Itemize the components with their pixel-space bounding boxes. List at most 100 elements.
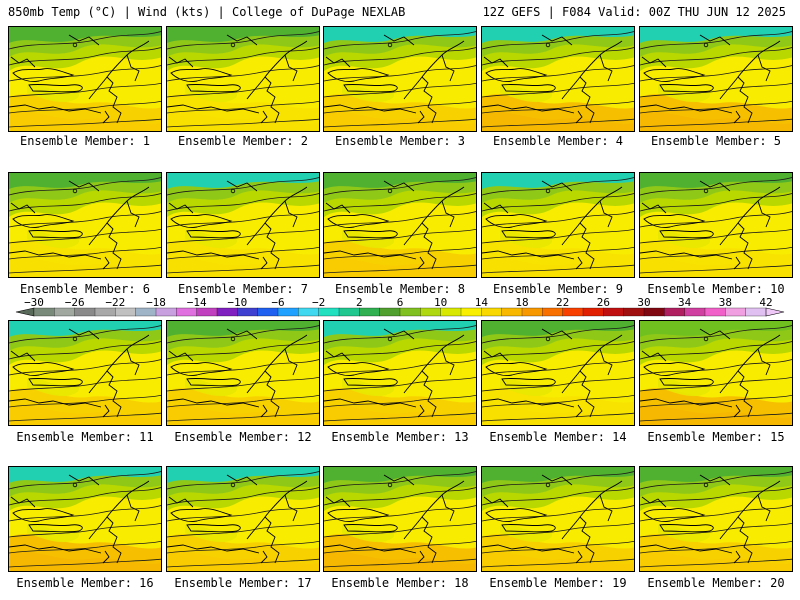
colorbar-swatch <box>277 307 299 317</box>
colorbar-tick-label: −6 <box>271 296 284 309</box>
colorbar-tick-label: −30 <box>24 296 44 309</box>
ensemble-member-caption-3: Ensemble Member: 3 <box>334 134 466 148</box>
ensemble-member-map-13 <box>323 320 477 426</box>
ensemble-member-map-18 <box>323 466 477 572</box>
colorbar-swatch <box>216 307 238 317</box>
ensemble-member-caption-5: Ensemble Member: 5 <box>650 134 782 148</box>
ensemble-member-caption-19: Ensemble Member: 19 <box>489 576 627 590</box>
ensemble-member-caption-7: Ensemble Member: 7 <box>177 282 309 296</box>
colorbar-tick-label: −14 <box>187 296 207 309</box>
colorbar-min-arrow <box>15 307 35 317</box>
colorbar-tick-label: −10 <box>227 296 247 309</box>
colorbar-tick-label: 14 <box>475 296 489 309</box>
ensemble-member-caption-20: Ensemble Member: 20 <box>647 576 785 590</box>
colorbar-swatch <box>745 307 767 317</box>
colorbar-swatch <box>542 307 564 317</box>
colorbar-swatch <box>399 307 421 317</box>
ensemble-member-map-19 <box>481 466 635 572</box>
colorbar-swatch <box>338 307 360 317</box>
model-valid-time: 12Z GEFS | F084 Valid: 00Z THU JUN 12 20… <box>482 5 786 19</box>
colorbar-swatch <box>725 307 747 317</box>
colorbar-swatch <box>562 307 584 317</box>
ensemble-member-caption-12: Ensemble Member: 12 <box>174 430 312 444</box>
ensemble-member-caption-1: Ensemble Member: 1 <box>19 134 151 148</box>
ensemble-member-map-5 <box>639 26 793 132</box>
colorbar-swatch <box>257 307 279 317</box>
map-title: 850mb Temp (°C) | Wind (kts) | College o… <box>8 5 406 19</box>
colorbar-swatch <box>33 307 55 317</box>
ensemble-member-caption-2: Ensemble Member: 2 <box>177 134 309 148</box>
ensemble-member-map-8 <box>323 172 477 278</box>
colorbar-swatch <box>582 307 604 317</box>
colorbar-swatch <box>664 307 686 317</box>
ensemble-member-caption-10: Ensemble Member: 10 <box>647 282 785 296</box>
colorbar-swatch <box>74 307 96 317</box>
colorbar-swatch <box>359 307 381 317</box>
ensemble-member-map-10 <box>639 172 793 278</box>
colorbar-swatch <box>481 307 503 317</box>
colorbar-swatch <box>318 307 340 317</box>
colorbar-tick-label: −2 <box>312 296 325 309</box>
ensemble-member-map-12 <box>166 320 320 426</box>
colorbar-swatch <box>623 307 645 317</box>
ensemble-member-map-1 <box>8 26 162 132</box>
colorbar-swatch <box>135 307 157 317</box>
colorbar-tick-label: 30 <box>637 296 650 309</box>
temperature-colorbar: −30 −26 −22 −18 −14 −10 −6 −2 2 6 10 14 18 22 26 30 34 38… <box>15 296 785 317</box>
ensemble-member-map-4 <box>481 26 635 132</box>
ensemble-member-map-16 <box>8 466 162 572</box>
colorbar-tick-label: 18 <box>515 296 528 309</box>
colorbar-swatch <box>54 307 76 317</box>
colorbar-tick-label: 2 <box>356 296 363 309</box>
colorbar-tick-label: 34 <box>678 296 692 309</box>
colorbar-tick-label: 22 <box>556 296 569 309</box>
ensemble-member-caption-13: Ensemble Member: 13 <box>331 430 469 444</box>
ensemble-member-map-17 <box>166 466 320 572</box>
ensemble-member-caption-14: Ensemble Member: 14 <box>489 430 627 444</box>
ensemble-member-caption-11: Ensemble Member: 11 <box>16 430 154 444</box>
colorbar-max-arrow <box>765 307 785 317</box>
colorbar-swatch <box>196 307 218 317</box>
ensemble-member-map-3 <box>323 26 477 132</box>
ensemble-member-map-2 <box>166 26 320 132</box>
ensemble-member-map-7 <box>166 172 320 278</box>
colorbar-swatch <box>501 307 523 317</box>
colorbar-tick-label: 26 <box>597 296 610 309</box>
ensemble-member-caption-17: Ensemble Member: 17 <box>174 576 312 590</box>
ensemble-member-caption-6: Ensemble Member: 6 <box>19 282 151 296</box>
colorbar-tick-label: 10 <box>434 296 447 309</box>
colorbar-tick-label: 38 <box>719 296 732 309</box>
ensemble-member-caption-15: Ensemble Member: 15 <box>647 430 785 444</box>
ensemble-member-map-14 <box>481 320 635 426</box>
colorbar-swatch <box>115 307 137 317</box>
colorbar-swatch <box>94 307 116 317</box>
colorbar-tick-label: −18 <box>146 296 166 309</box>
colorbar-swatch <box>704 307 726 317</box>
ensemble-member-caption-9: Ensemble Member: 9 <box>492 282 624 296</box>
colorbar-tick-label: 42 <box>759 296 772 309</box>
colorbar-swatch <box>298 307 320 317</box>
colorbar-tick-label: −26 <box>65 296 85 309</box>
colorbar-swatch <box>521 307 543 317</box>
colorbar-swatch <box>643 307 665 317</box>
colorbar-swatch <box>155 307 177 317</box>
colorbar-swatch <box>176 307 198 317</box>
ensemble-member-caption-18: Ensemble Member: 18 <box>331 576 469 590</box>
ensemble-member-caption-4: Ensemble Member: 4 <box>492 134 624 148</box>
ensemble-member-caption-8: Ensemble Member: 8 <box>334 282 466 296</box>
colorbar-swatch <box>603 307 625 317</box>
ensemble-member-map-20 <box>639 466 793 572</box>
colorbar-swatch <box>420 307 442 317</box>
ensemble-member-map-6 <box>8 172 162 278</box>
colorbar-swatch <box>460 307 482 317</box>
colorbar-tick-label: 6 <box>397 296 404 309</box>
colorbar-swatch <box>684 307 706 317</box>
colorbar-swatch <box>379 307 401 317</box>
ensemble-member-map-15 <box>639 320 793 426</box>
ensemble-member-map-9 <box>481 172 635 278</box>
ensemble-member-caption-16: Ensemble Member: 16 <box>16 576 154 590</box>
colorbar-swatch <box>237 307 259 317</box>
colorbar-swatch <box>440 307 462 317</box>
ensemble-member-map-11 <box>8 320 162 426</box>
colorbar-tick-label: −22 <box>105 296 125 309</box>
